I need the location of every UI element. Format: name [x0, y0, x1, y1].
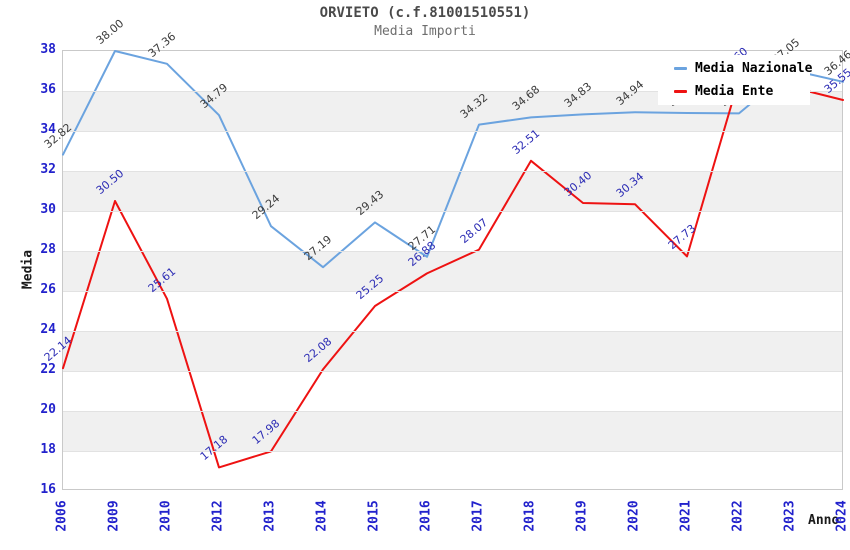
gridline-y-36: [63, 90, 842, 92]
y-tick-label-26: 26: [40, 282, 56, 297]
y-tick-label-36: 36: [40, 82, 56, 97]
line-media-nazionale: [62, 50, 844, 269]
plot-area: [62, 50, 844, 490]
legend-item-media-nazionale: Media Nazionale: [658, 58, 813, 80]
x-tick-label-2012: 2012: [210, 500, 226, 532]
legend-label: Media Ente: [695, 84, 774, 99]
legend: Media Nazionale Media Ente: [658, 55, 813, 105]
y-tick-label-38: 38: [40, 42, 56, 57]
gridline-y-26: [63, 290, 842, 292]
x-tick-label-2016: 2016: [418, 500, 434, 532]
x-tick-label-2006: 2006: [54, 500, 70, 532]
x-tick-label-2010: 2010: [158, 500, 174, 532]
y-tick-label-16: 16: [40, 482, 56, 497]
series-lines: [62, 50, 844, 469]
y-tick-label-20: 20: [40, 402, 56, 417]
gridline-y-22: [63, 370, 842, 372]
y-tick-label-22: 22: [40, 362, 56, 377]
x-tick-label-2024: 2024: [834, 500, 850, 532]
gridline-y-24: [63, 330, 842, 332]
x-tick-label-2021: 2021: [678, 500, 694, 532]
gridline-y-28: [63, 250, 842, 252]
y-axis-title: Media: [20, 249, 36, 290]
chart-subtitle: Media Importi: [374, 24, 476, 39]
legend-swatch-media-nazionale: [674, 67, 687, 70]
line-media-ente: [62, 78, 844, 469]
y-tick-label-28: 28: [40, 242, 56, 257]
gridline-y-34: [63, 130, 842, 132]
y-tick-label-34: 34: [40, 122, 56, 137]
y-tick-label-24: 24: [40, 322, 56, 337]
legend-item-media-ente: Media Ente: [658, 81, 810, 103]
y-tick-label-18: 18: [40, 442, 56, 457]
y-tick-label-30: 30: [40, 202, 56, 217]
x-tick-label-2019: 2019: [574, 500, 590, 532]
x-axis-title: Anno: [808, 513, 840, 528]
chart-title: ORVIETO (c.f.81001510551): [319, 5, 531, 21]
legend-label: Media Nazionale: [695, 61, 813, 76]
x-tick-label-2023: 2023: [782, 500, 798, 532]
x-tick-label-2013: 2013: [262, 500, 278, 532]
x-tick-label-2020: 2020: [626, 500, 642, 532]
gridline-y-20: [63, 410, 842, 412]
gridline-y-30: [63, 210, 842, 212]
x-tick-label-2009: 2009: [106, 500, 122, 532]
gridline-y-18: [63, 450, 842, 452]
y-tick-label-32: 32: [40, 162, 56, 177]
x-tick-label-2015: 2015: [366, 500, 382, 532]
x-tick-label-2014: 2014: [314, 500, 330, 532]
x-tick-label-2018: 2018: [522, 500, 538, 532]
x-tick-label-2022: 2022: [730, 500, 746, 532]
x-tick-label-2017: 2017: [470, 500, 486, 532]
gridline-y-32: [63, 170, 842, 172]
legend-swatch-media-ente: [674, 90, 687, 93]
